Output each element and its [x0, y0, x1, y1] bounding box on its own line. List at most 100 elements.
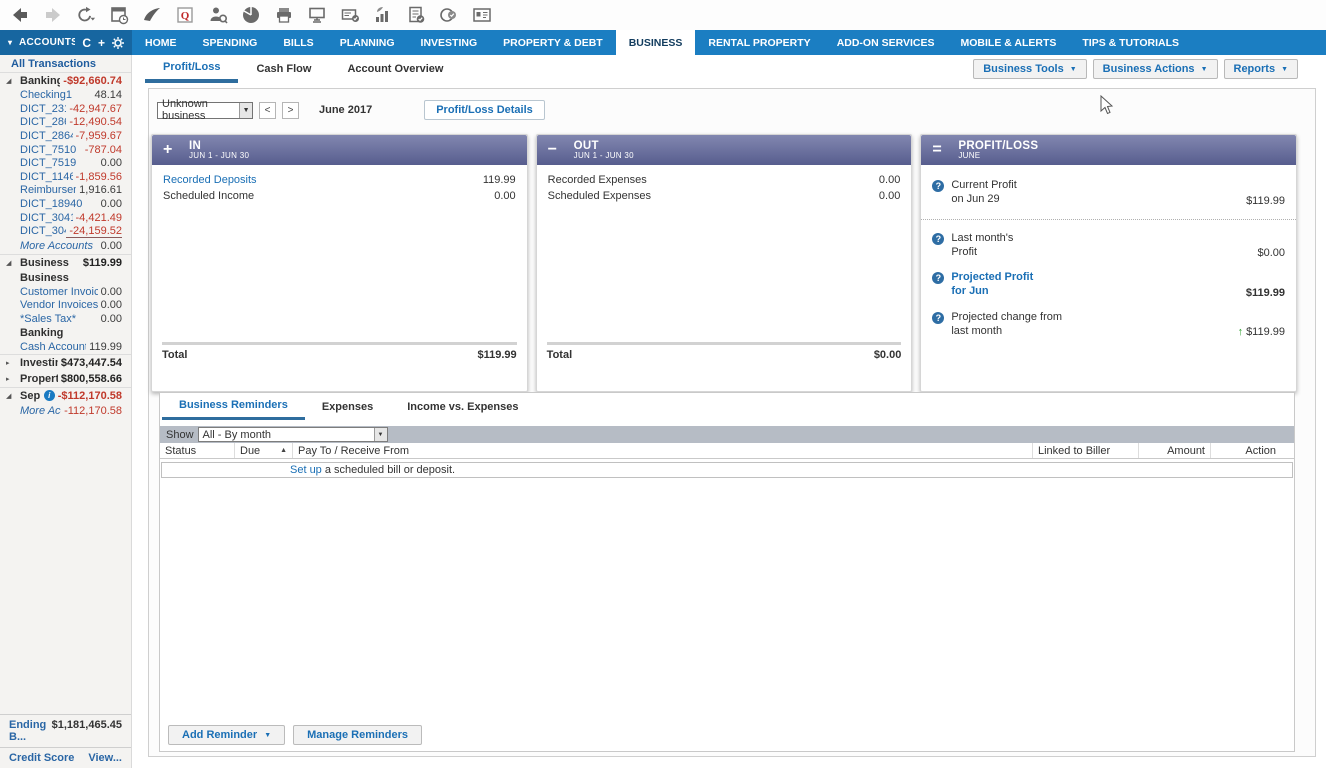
out-row-value: 0.00	[878, 174, 901, 186]
reminders-tab[interactable]: Income vs. Expenses	[390, 393, 535, 420]
manage-reminders-button[interactable]: Manage Reminders	[293, 725, 422, 745]
action-button-label: Business Tools	[983, 63, 1064, 75]
subnav-tab[interactable]: Account Overview	[329, 55, 461, 83]
nav-tab[interactable]: BUSINESS	[615, 30, 696, 55]
account-row[interactable]: Banking	[0, 326, 131, 341]
business-selector[interactable]: Unknown business ▼	[157, 98, 253, 122]
nav-tab[interactable]: BILLS	[270, 30, 326, 55]
column-header-payto[interactable]: Pay To / Receive From	[292, 443, 1032, 458]
show-dropdown-value: All - By month	[202, 428, 271, 441]
forward-icon[interactable]	[43, 5, 63, 25]
add-reminder-button[interactable]: Add Reminder ▼	[168, 725, 286, 745]
account-row[interactable]: DICT_11469 -1,859.56	[0, 170, 131, 184]
address-book-icon[interactable]	[472, 5, 492, 25]
account-row[interactable]: ▸ Investing $473,447.54	[0, 353, 131, 371]
help-icon[interactable]: ?	[932, 180, 945, 192]
nav-tab[interactable]: PROPERTY & DEBT	[490, 30, 616, 55]
account-row[interactable]: ◢ Banking -$92,660.74	[0, 72, 131, 89]
online-center-icon[interactable]	[307, 5, 327, 25]
nav-tab[interactable]: ADD-ON SERVICES	[824, 30, 948, 55]
column-header-linked[interactable]: Linked to Biller	[1032, 443, 1138, 458]
expand-icon[interactable]: ◢	[6, 77, 12, 85]
prev-month-button[interactable]: <	[259, 101, 276, 119]
action-button[interactable]: Business Tools ▼	[973, 59, 1087, 79]
account-row[interactable]: Business	[0, 271, 131, 286]
back-icon[interactable]	[10, 5, 30, 25]
nav-tab[interactable]: SPENDING	[190, 30, 271, 55]
column-header-amount[interactable]: Amount	[1138, 443, 1210, 458]
out-panel: − OUT JUN 1 - JUN 30 Recorded Expenses 0…	[535, 134, 913, 392]
nav-tab[interactable]: MOBILE & ALERTS	[948, 30, 1070, 55]
in-row-label[interactable]: Recorded Deposits	[163, 174, 257, 186]
account-row[interactable]: More Accounts 0.00	[0, 238, 131, 254]
credit-score-view-link[interactable]: View...	[88, 752, 122, 764]
nav-tab[interactable]: INVESTING	[408, 30, 491, 55]
up-arrow-icon: ↑	[1237, 326, 1244, 339]
account-row[interactable]: Vendor Invoices 0.00	[0, 299, 131, 313]
account-label: DICT_28646	[20, 116, 66, 129]
add-account-icon[interactable]: +	[97, 35, 105, 50]
action-button[interactable]: Business Actions ▼	[1092, 59, 1218, 79]
ending-balance-row[interactable]: Ending B... $1,181,465.45	[0, 714, 131, 747]
account-row[interactable]: Customer Invoices 0.00	[0, 285, 131, 299]
help-icon[interactable]: ?	[932, 272, 945, 285]
planning-person-icon[interactable]	[208, 5, 228, 25]
next-month-button[interactable]: >	[282, 101, 299, 119]
account-row[interactable]: DICT_23132 -42,947.67	[0, 102, 131, 116]
gear-icon[interactable]	[112, 36, 124, 49]
reports-pie-icon[interactable]	[241, 5, 261, 25]
subnav-tab[interactable]: Cash Flow	[238, 55, 329, 83]
column-header-action[interactable]: Action	[1210, 443, 1294, 458]
action-buttons: Business Tools ▼ Business Actions ▼ Repo…	[973, 59, 1298, 79]
alerts-icon[interactable]	[142, 5, 162, 25]
action-button[interactable]: Reports ▼	[1223, 59, 1298, 79]
reminders-tab[interactable]: Expenses	[305, 393, 390, 420]
info-icon[interactable]: i	[43, 390, 55, 402]
account-row[interactable]: DICT_28646 -12,490.54	[0, 116, 131, 130]
nav-tab[interactable]: RENTAL PROPERTY	[695, 30, 823, 55]
account-row[interactable]: Checking1 48.14	[0, 89, 131, 103]
account-row[interactable]: ◢ Separate i -$112,170.58	[0, 386, 131, 404]
show-dropdown[interactable]: All - By month ▼	[197, 427, 388, 442]
nav-tab[interactable]: TIPS & TUTORIALS	[1069, 30, 1192, 55]
column-header-due[interactable]: Due ▲	[234, 443, 292, 458]
account-row[interactable]: Reimburseme... 1,916.61	[0, 184, 131, 198]
account-row[interactable]: More Accounts -112,170.58	[0, 403, 131, 419]
account-row[interactable]: DICT_7519 0.00	[0, 156, 131, 170]
help-icon[interactable]: ?	[932, 232, 945, 245]
credit-score-row[interactable]: Credit Score View...	[0, 747, 131, 768]
expand-icon[interactable]: ◢	[6, 392, 12, 400]
expand-icon[interactable]: ▸	[6, 359, 10, 367]
account-row[interactable]: ▸ Property & Debt $800,558.66	[0, 370, 131, 387]
account-row[interactable]: DICT_30436 -24,159.52	[0, 224, 131, 238]
account-row[interactable]: DICT_28643 -7,959.67	[0, 129, 131, 143]
reminders-tab[interactable]: Business Reminders	[162, 393, 305, 420]
help-icon[interactable]: ?	[932, 311, 945, 324]
column-header-status[interactable]: Status	[165, 444, 197, 457]
subnav-tab[interactable]: Profit/Loss	[145, 55, 239, 83]
nav-tab[interactable]: HOME	[132, 30, 190, 55]
expand-icon[interactable]: ◢	[6, 259, 12, 267]
set-up-link[interactable]: Set up	[290, 464, 322, 476]
print-icon[interactable]	[274, 5, 294, 25]
account-row[interactable]: DICT_18940 0.00	[0, 197, 131, 211]
refresh-accounts-icon[interactable]: C	[82, 35, 91, 50]
in-row-label[interactable]: Scheduled Income	[163, 190, 255, 202]
account-row[interactable]: All Transactions	[0, 55, 131, 72]
bills-icon[interactable]	[340, 5, 360, 25]
accounts-collapse-icon[interactable]: ▾	[8, 38, 13, 47]
investing-growth-icon[interactable]	[373, 5, 393, 25]
services-icon[interactable]	[439, 5, 459, 25]
expand-icon[interactable]: ▸	[6, 375, 10, 383]
quicken-home-icon[interactable]: Q	[175, 5, 195, 25]
nav-tab[interactable]: PLANNING	[327, 30, 408, 55]
tasks-icon[interactable]	[406, 5, 426, 25]
calendar-icon[interactable]	[109, 5, 129, 25]
account-row[interactable]: ◢ Business $119.99	[0, 254, 131, 271]
account-row[interactable]: Cash Account 119.99	[0, 340, 131, 354]
profit-loss-details-button[interactable]: Profit/Loss Details	[424, 100, 545, 120]
account-row[interactable]: *Sales Tax* 0.00	[0, 312, 131, 326]
one-step-update-icon[interactable]	[76, 5, 96, 25]
account-row[interactable]: DICT_7510 -787.04	[0, 143, 131, 157]
account-row[interactable]: DICT_30412 -4,421.49	[0, 211, 131, 225]
